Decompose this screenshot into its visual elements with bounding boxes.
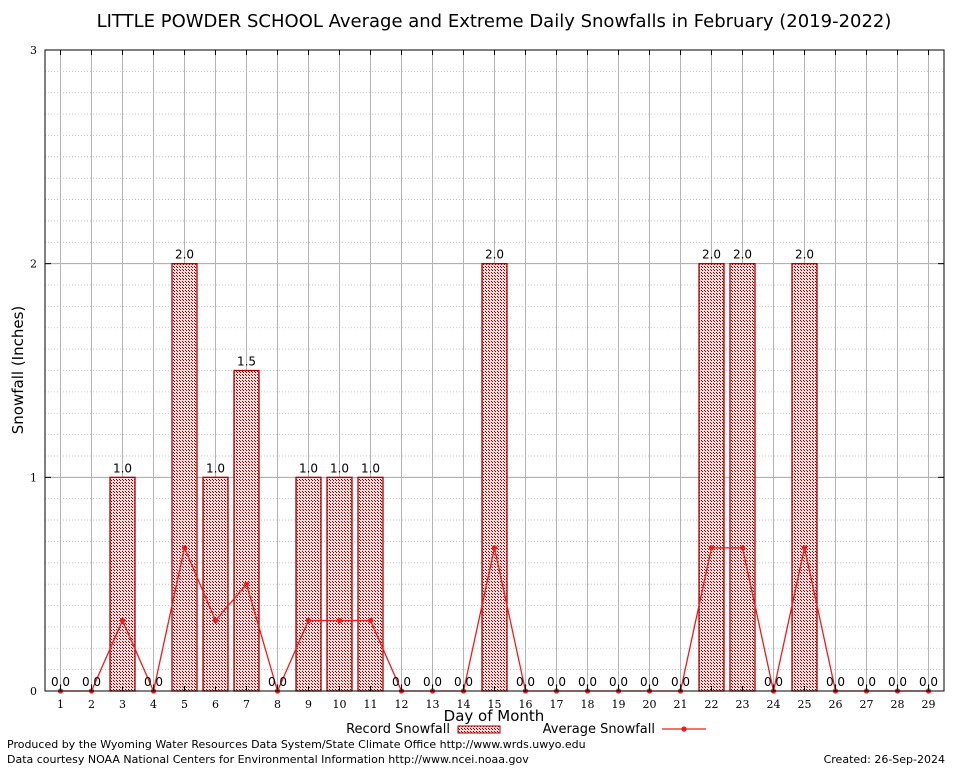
bar-value-label: 2.0 [733,248,752,262]
x-tick-label: 17 [550,698,564,711]
legend-label-record: Record Snowfall [346,722,450,737]
data-labels: 0.0 0.0 1.0 0.0 2.0 1.0 1.5 0.0 1.0 1.0 1.0 0.0 0.0 0… [51,248,938,689]
x-tick-label: 5 [181,698,188,711]
legend-swatch-record [457,725,501,734]
x-tick-label: 8 [274,698,281,711]
y-tick-label: 2 [30,258,37,271]
record-bar [233,369,260,692]
record-bar [109,476,136,692]
legend-swatch-average-marker [681,726,687,732]
x-tick-label: 7 [243,698,250,711]
record-bar [171,263,198,692]
x-tick-label: 9 [305,698,312,711]
x-tick-label: 14 [457,698,471,711]
bar-value-label: 0.0 [547,675,566,689]
bar-value-label: 0.0 [578,675,597,689]
bar-value-label: 2.0 [795,248,814,262]
x-tick-label: 25 [798,698,812,711]
bar-value-label: 0.0 [919,675,938,689]
footer-producer: Produced by the Wyoming Water Resources … [7,738,586,751]
average-point [212,617,219,624]
average-point [243,581,250,587]
average-point [801,545,808,551]
x-tick-label: 21 [674,698,688,711]
record-bar [729,263,756,692]
record-bar [357,476,384,692]
record-bar [295,476,322,692]
bar-value-label: 0.0 [609,675,628,689]
bar-value-label: 1.0 [113,461,132,475]
x-tick-label: 29 [922,698,936,711]
bar-value-label: 0.0 [888,675,907,689]
bar-value-label: 0.0 [454,675,473,689]
bar-value-label: 0.0 [392,675,411,689]
legend: Record Snowfall Average Snowfall [346,722,706,737]
average-point [739,545,746,551]
bar-value-label: 2.0 [175,248,194,262]
record-bar [791,263,818,692]
bar-value-label: 0.0 [826,675,845,689]
average-point [491,545,498,551]
y-axis-title: Snowfall (Inches) [9,306,27,434]
record-bar [326,476,353,692]
bar-value-label: 0.0 [764,675,783,689]
x-tick-label: 11 [364,698,378,711]
x-tick-label: 26 [829,698,843,711]
record-bar [698,263,725,692]
record-bars [109,263,818,692]
x-tick-label: 4 [150,698,157,711]
average-point [367,617,374,624]
x-tick-label: 16 [519,698,533,711]
x-tick-label: 1 [57,698,64,711]
x-tick-label: 15 [488,698,502,711]
x-tick-label: 22 [705,698,719,711]
bar-value-label: 1.0 [299,461,318,475]
bar-value-label: 0.0 [857,675,876,689]
bar-value-label: 1.0 [330,461,349,475]
x-tick-label: 2 [88,698,95,711]
y-tick-label: 0 [30,685,37,698]
bar-value-label: 1.0 [361,461,380,475]
bar-value-label: 0.0 [671,675,690,689]
footer-created-date: Created: 26-Sep-2024 [823,753,945,766]
footer-data-source: Data courtesy NOAA National Centers for … [7,753,529,766]
bar-value-label: 0.0 [51,675,70,689]
bar-value-label: 1.5 [237,355,256,369]
y-tick-label: 1 [30,471,37,484]
record-bar [202,476,229,692]
x-tick-label: 12 [395,698,409,711]
x-tick-label: 24 [767,698,781,711]
x-tick-label: 27 [860,698,874,711]
x-tick-label: 19 [612,698,626,711]
average-point [708,545,715,551]
average-point [305,617,312,624]
x-tick-label: 23 [736,698,750,711]
record-bar [481,263,508,692]
x-axis-title: Day of Month [444,707,545,725]
chart-title: LITTLE POWDER SCHOOL Average and Extreme… [97,11,892,32]
bar-value-label: 2.0 [485,248,504,262]
bar-value-label: 0.0 [82,675,101,689]
bar-value-label: 1.0 [206,461,225,475]
y-tick-label: 3 [30,44,37,57]
average-point [119,617,126,624]
x-tick-label: 10 [333,698,347,711]
bar-value-label: 0.0 [423,675,442,689]
x-tick-label: 6 [212,698,219,711]
bar-value-label: 0.0 [268,675,287,689]
x-tick-label: 3 [119,698,126,711]
x-tick-label: 28 [891,698,905,711]
x-tick-label: 18 [581,698,595,711]
average-point [336,617,343,624]
bar-value-label: 0.0 [144,675,163,689]
bar-value-label: 0.0 [640,675,659,689]
bar-value-label: 2.0 [702,248,721,262]
average-point [181,545,188,551]
plot-frame [44,49,945,692]
bar-value-label: 0.0 [516,675,535,689]
x-tick-label: 20 [643,698,657,711]
x-tick-label: 13 [426,698,440,711]
legend-label-average: Average Snowfall [543,722,655,737]
